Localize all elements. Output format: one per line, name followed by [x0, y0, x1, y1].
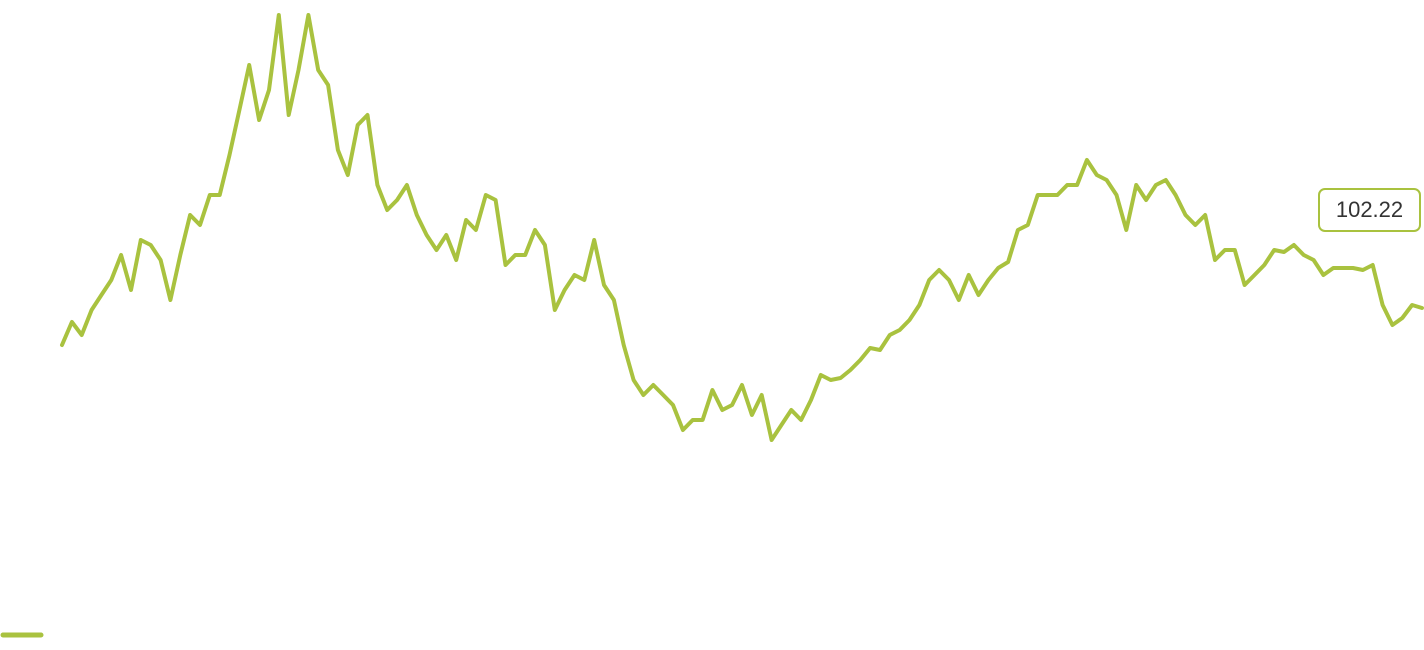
value-tooltip	[1318, 188, 1421, 232]
value-label: 102.22	[1336, 197, 1403, 222]
line-series	[60, 13, 1424, 442]
